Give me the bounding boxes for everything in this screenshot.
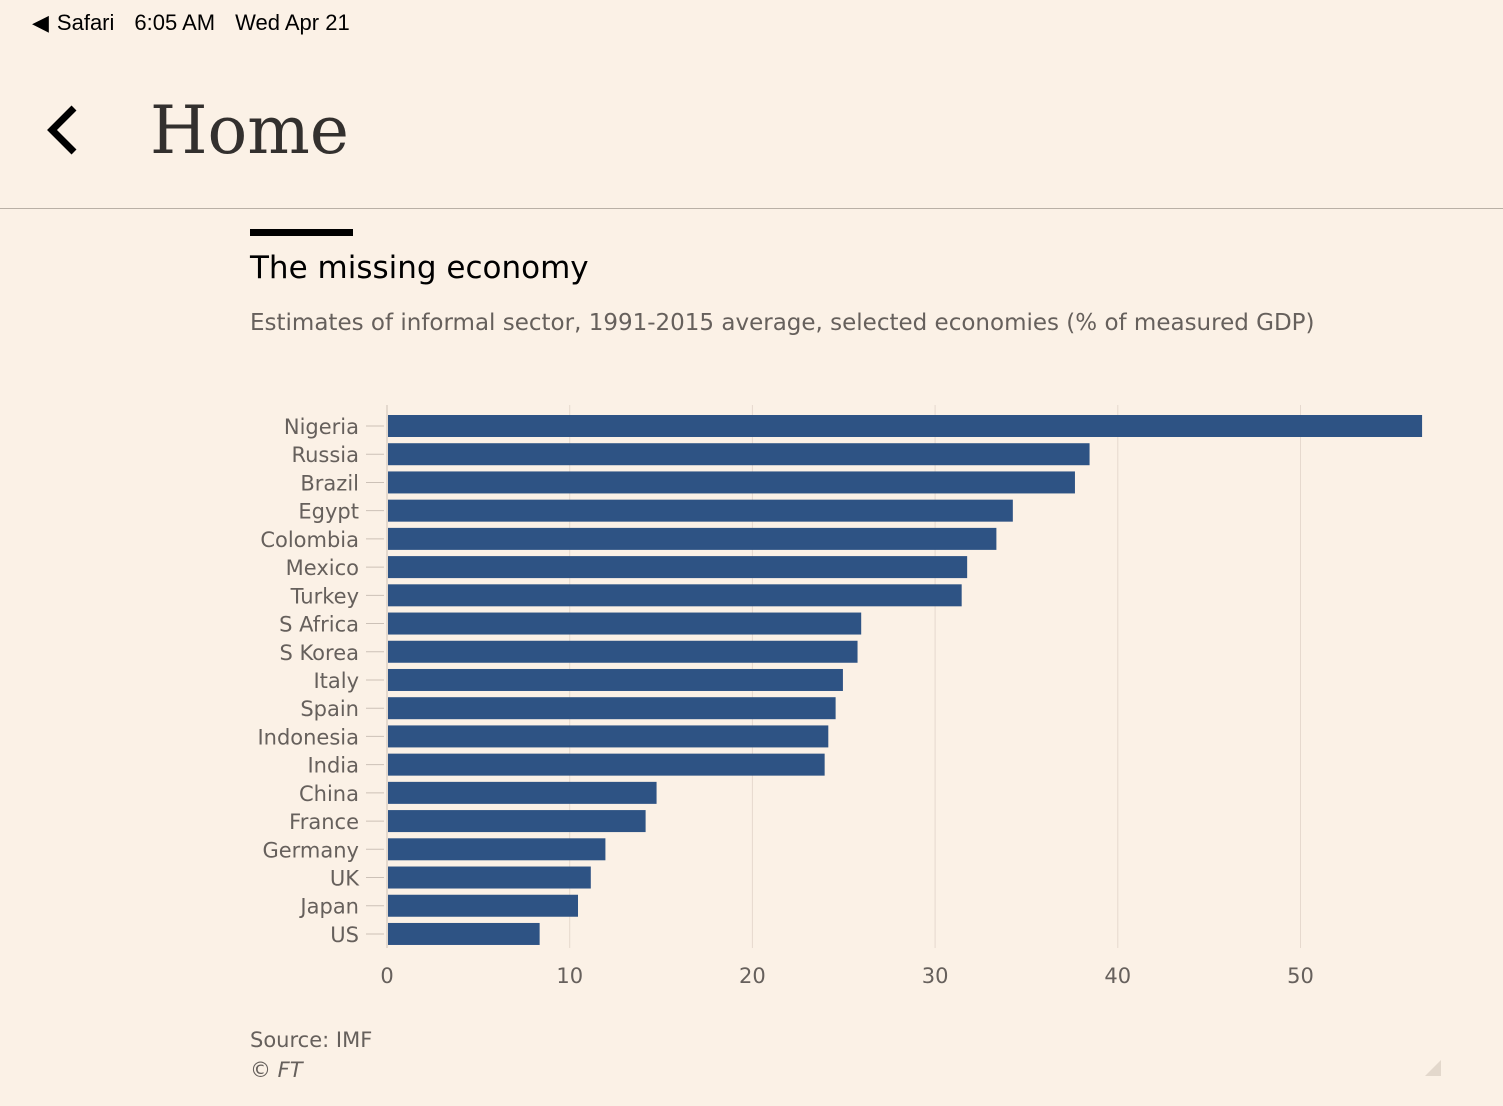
category-label: China bbox=[299, 782, 359, 806]
bar-japan bbox=[388, 894, 579, 917]
bar-nigeria bbox=[388, 415, 1423, 437]
bar-turkey bbox=[388, 584, 962, 607]
bar-spain bbox=[388, 697, 836, 720]
bar-russia bbox=[388, 443, 1090, 466]
category-label: Egypt bbox=[298, 500, 359, 524]
copyright: © FT bbox=[250, 1058, 303, 1082]
category-label: Turkey bbox=[290, 584, 359, 608]
bar-india bbox=[388, 753, 825, 776]
category-label: S Africa bbox=[279, 613, 359, 637]
date: Wed Apr 21 bbox=[235, 10, 350, 35]
x-tick-label: 20 bbox=[739, 964, 766, 988]
bar-us bbox=[388, 922, 540, 945]
bar-mexico bbox=[388, 556, 968, 579]
category-label: Colombia bbox=[260, 528, 359, 552]
category-label: India bbox=[307, 754, 359, 778]
bar-colombia bbox=[388, 527, 997, 550]
x-tick-label: 0 bbox=[380, 964, 393, 988]
resize-handle-icon bbox=[1425, 1060, 1441, 1076]
category-label: UK bbox=[330, 867, 360, 891]
x-tick-label: 40 bbox=[1104, 964, 1131, 988]
category-label: Nigeria bbox=[284, 415, 359, 439]
source: Source: IMF bbox=[250, 1028, 373, 1052]
bar-indonesia bbox=[388, 725, 829, 748]
category-label: Spain bbox=[300, 697, 359, 721]
title-rule bbox=[250, 229, 353, 236]
category-label: Mexico bbox=[286, 556, 359, 580]
bar-germany bbox=[388, 838, 606, 861]
bar-uk bbox=[388, 866, 591, 889]
chevron-left-icon[interactable] bbox=[40, 100, 88, 160]
status-bar: ◀ Safari 6:05 AM Wed Apr 21 bbox=[32, 10, 350, 36]
back-triangle-icon: ◀ bbox=[32, 10, 49, 35]
x-tick-label: 10 bbox=[556, 964, 583, 988]
page-title: Home bbox=[150, 92, 349, 169]
category-label: Japan bbox=[298, 895, 359, 919]
category-label: Indonesia bbox=[257, 725, 359, 749]
back-to-safari[interactable]: ◀ Safari bbox=[32, 10, 114, 36]
bar-china bbox=[388, 781, 657, 804]
time: 6:05 AM bbox=[134, 10, 216, 35]
bar-egypt bbox=[388, 499, 1013, 522]
category-label: Italy bbox=[313, 669, 359, 693]
category-label: US bbox=[330, 923, 359, 947]
back-app-label: Safari bbox=[56, 10, 115, 35]
category-label: Germany bbox=[262, 838, 359, 862]
category-label: France bbox=[289, 810, 359, 834]
bar-s-africa bbox=[388, 612, 862, 635]
bar-italy bbox=[388, 668, 843, 691]
nav-bar: Home bbox=[0, 60, 1503, 209]
bar-brazil bbox=[388, 471, 1075, 494]
category-label: Brazil bbox=[300, 471, 359, 495]
chart-subtitle: Estimates of informal sector, 1991-2015 … bbox=[250, 310, 1315, 336]
category-label: S Korea bbox=[279, 641, 359, 665]
bar-france bbox=[388, 810, 646, 833]
bar-s-korea bbox=[388, 640, 858, 663]
x-tick-label: 50 bbox=[1287, 964, 1314, 988]
chart-title: The missing economy bbox=[250, 250, 589, 286]
category-label: Russia bbox=[291, 443, 359, 467]
x-tick-label: 30 bbox=[922, 964, 949, 988]
